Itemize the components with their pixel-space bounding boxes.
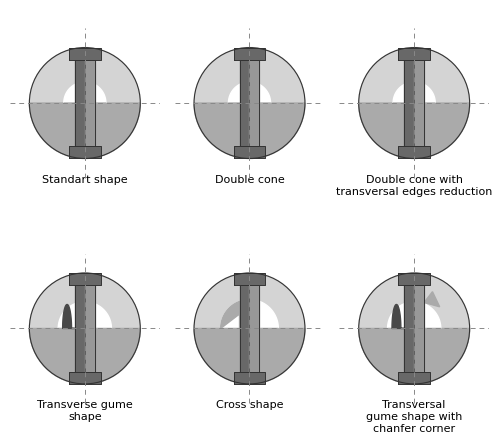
Polygon shape xyxy=(404,286,414,372)
Polygon shape xyxy=(388,328,441,355)
Polygon shape xyxy=(221,300,278,328)
Polygon shape xyxy=(234,147,265,159)
Polygon shape xyxy=(221,300,250,328)
Polygon shape xyxy=(69,372,101,384)
Text: Transverse gume
shape: Transverse gume shape xyxy=(37,399,133,421)
Polygon shape xyxy=(407,104,421,111)
Polygon shape xyxy=(64,104,106,125)
Polygon shape xyxy=(234,273,265,286)
Polygon shape xyxy=(69,49,101,60)
Circle shape xyxy=(359,49,470,159)
Polygon shape xyxy=(64,83,106,104)
Polygon shape xyxy=(359,328,470,384)
Polygon shape xyxy=(229,104,270,125)
Polygon shape xyxy=(240,60,250,147)
Polygon shape xyxy=(393,83,435,104)
Polygon shape xyxy=(393,104,435,125)
Polygon shape xyxy=(240,286,250,372)
Polygon shape xyxy=(359,104,470,159)
Text: Double cone: Double cone xyxy=(215,175,284,184)
Polygon shape xyxy=(250,60,259,147)
Polygon shape xyxy=(85,60,95,147)
Circle shape xyxy=(194,49,305,159)
Polygon shape xyxy=(392,305,404,328)
Polygon shape xyxy=(63,305,75,328)
Polygon shape xyxy=(398,273,430,286)
Polygon shape xyxy=(194,104,305,159)
Polygon shape xyxy=(221,328,278,357)
Polygon shape xyxy=(250,286,259,372)
Circle shape xyxy=(29,273,140,384)
Text: Cross shape: Cross shape xyxy=(216,399,283,410)
Polygon shape xyxy=(58,302,111,328)
Circle shape xyxy=(194,273,305,384)
Polygon shape xyxy=(407,97,421,104)
Polygon shape xyxy=(229,83,270,104)
Polygon shape xyxy=(398,147,430,159)
Polygon shape xyxy=(414,286,424,372)
Polygon shape xyxy=(243,97,256,104)
Text: Transversal
gume shape with
chanfer corner: Transversal gume shape with chanfer corn… xyxy=(366,399,463,433)
Polygon shape xyxy=(69,273,101,286)
Text: Standart shape: Standart shape xyxy=(42,175,128,184)
Polygon shape xyxy=(414,60,424,147)
Polygon shape xyxy=(58,328,111,355)
Polygon shape xyxy=(404,60,414,147)
Polygon shape xyxy=(75,286,85,372)
Polygon shape xyxy=(29,328,140,384)
Polygon shape xyxy=(194,328,305,384)
Polygon shape xyxy=(75,60,85,147)
Polygon shape xyxy=(398,49,430,60)
Polygon shape xyxy=(424,292,440,307)
Text: Double cone with
transversal edges reduction: Double cone with transversal edges reduc… xyxy=(336,175,493,196)
Polygon shape xyxy=(234,49,265,60)
Circle shape xyxy=(359,273,470,384)
Polygon shape xyxy=(388,302,441,328)
Circle shape xyxy=(29,49,140,159)
Polygon shape xyxy=(234,372,265,384)
Polygon shape xyxy=(69,147,101,159)
Polygon shape xyxy=(29,104,140,159)
Polygon shape xyxy=(243,104,256,111)
Polygon shape xyxy=(398,372,430,384)
Polygon shape xyxy=(85,286,95,372)
